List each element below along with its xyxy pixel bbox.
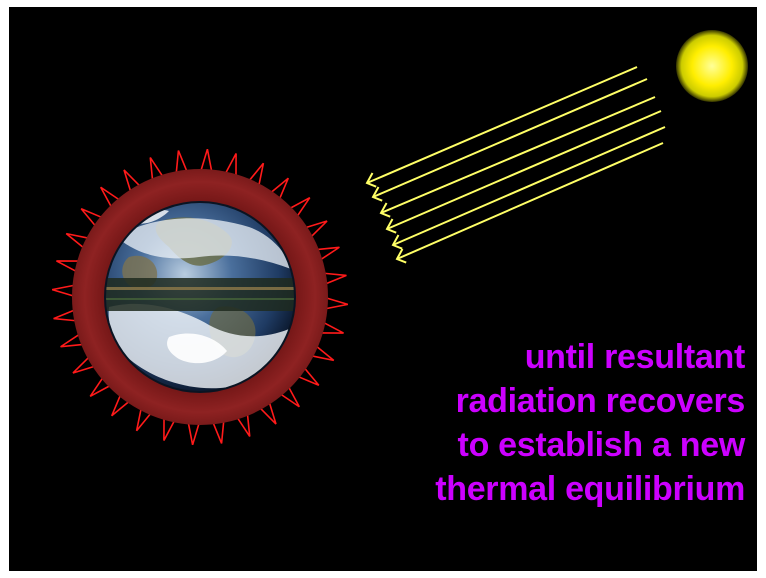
- radiation-spike: [51, 284, 75, 297]
- radiation-spike: [163, 417, 176, 441]
- radiation-spike: [65, 232, 89, 249]
- caption-line-2: radiation recovers: [455, 382, 746, 420]
- slide: until resultant radiation recovers to es…: [9, 7, 757, 571]
- radiation-spike: [80, 207, 103, 227]
- radiation-spike: [236, 413, 251, 437]
- radiation-spike: [279, 386, 300, 408]
- caption-line-3: to establish a new: [457, 426, 746, 464]
- sunlight-arrowhead: [385, 218, 397, 234]
- sunlight-arrowhead: [371, 186, 383, 202]
- radiation-spike: [89, 376, 111, 397]
- radiation-spike: [289, 197, 311, 218]
- radiation-spike: [135, 408, 152, 432]
- caption-text: until resultant radiation recovers to es…: [325, 335, 745, 511]
- radiation-spike: [325, 297, 349, 310]
- sunlight-arrowhead: [379, 202, 391, 218]
- radiation-spike: [316, 246, 340, 261]
- radiation-spike: [53, 309, 77, 322]
- radiation-spike: [248, 162, 265, 186]
- radiation-spike: [311, 345, 335, 362]
- sunlight-arrowhead: [365, 172, 377, 188]
- caption-line-1: until resultant: [524, 338, 746, 376]
- radiation-spike: [297, 367, 320, 387]
- sunlight-ray: [392, 126, 666, 246]
- radiation-spike: [72, 356, 95, 374]
- sunlight-arrowhead: [391, 234, 403, 250]
- radiation-spike: [212, 420, 225, 444]
- sunlight-ray: [396, 142, 664, 260]
- sunlight-ray: [386, 110, 662, 230]
- radiation-spike: [56, 260, 80, 273]
- radiation-spike: [323, 272, 347, 285]
- radiation-spike: [60, 333, 84, 348]
- radiation-spike: [320, 321, 344, 334]
- radiation-spike: [123, 169, 141, 192]
- incoming-sunlight-arrows: [365, 66, 666, 264]
- radiation-spike: [175, 150, 188, 174]
- sunlight-arrowhead: [395, 248, 407, 264]
- sunlight-ray: [372, 78, 648, 198]
- earth-globe-icon: [104, 201, 296, 393]
- outgoing-radiation-spikes: [51, 148, 349, 446]
- radiation-spike: [187, 422, 200, 446]
- greenhouse-diagram: [51, 30, 748, 446]
- radiation-spike: [200, 148, 213, 172]
- radiation-spike: [224, 153, 237, 177]
- radiation-spike: [305, 220, 328, 238]
- caption-line-4: thermal equilibrium: [435, 470, 745, 508]
- radiation-spike: [100, 186, 121, 208]
- radiation-spike: [270, 177, 290, 200]
- sunlight-ray: [380, 96, 656, 214]
- radiation-spike: [149, 157, 164, 181]
- sun-icon: [676, 30, 748, 102]
- radiation-spike: [110, 394, 130, 417]
- sunlight-ray: [366, 66, 638, 184]
- radiation-spike: [259, 402, 277, 425]
